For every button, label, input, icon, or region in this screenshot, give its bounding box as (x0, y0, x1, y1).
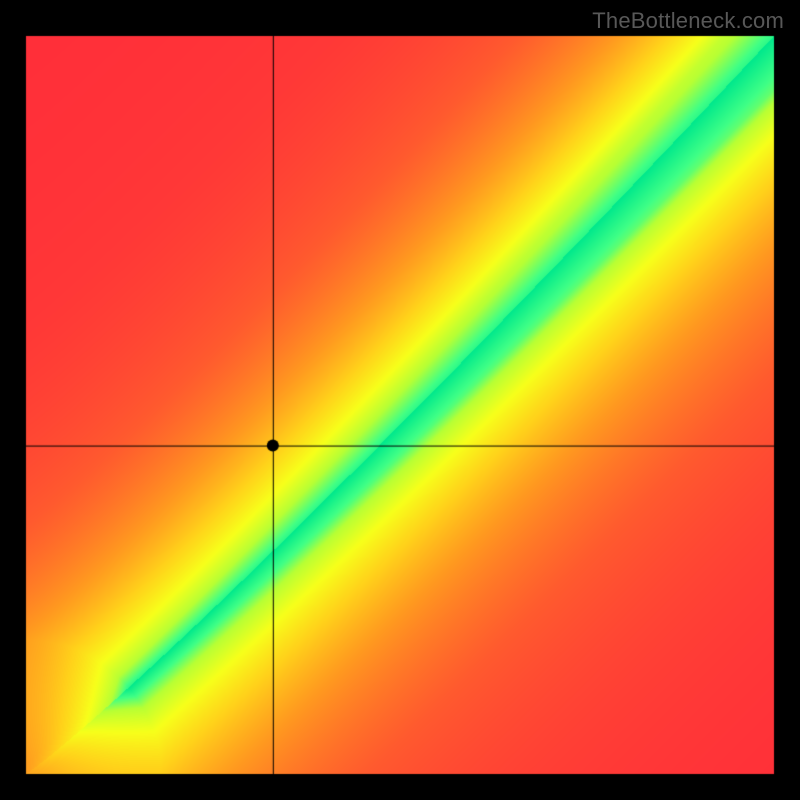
bottleneck-heatmap (0, 0, 800, 800)
watermark-text: TheBottleneck.com (592, 8, 784, 34)
